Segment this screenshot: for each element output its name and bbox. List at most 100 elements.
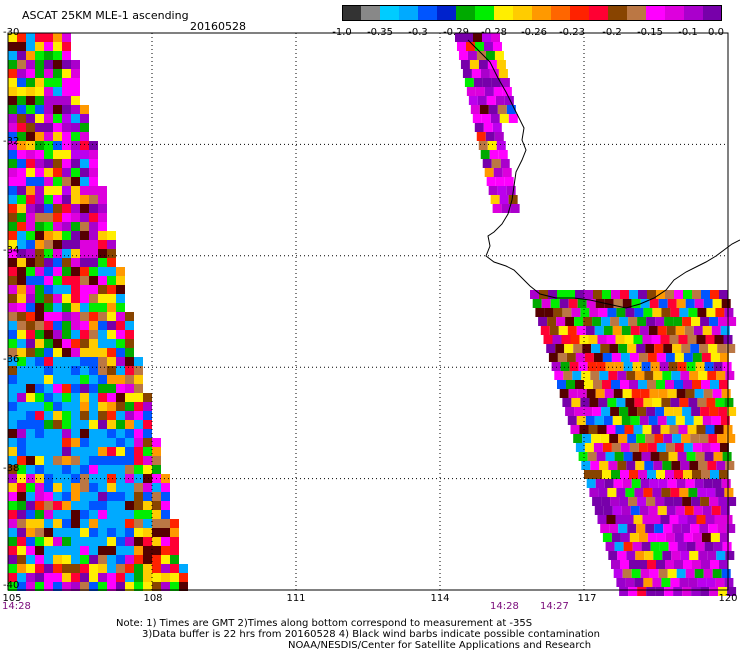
wind-cell	[602, 380, 611, 389]
wind-cell	[26, 582, 35, 591]
wind-cell	[8, 402, 17, 411]
wind-cell	[26, 159, 35, 168]
wind-cell	[62, 375, 71, 384]
wind-cell	[696, 425, 706, 434]
wind-cell	[125, 330, 134, 339]
wind-cell	[71, 474, 80, 483]
wind-cell	[689, 551, 699, 560]
wind-cell	[17, 177, 26, 186]
wind-cell	[44, 159, 53, 168]
wind-cell	[35, 564, 44, 573]
wind-cell	[717, 524, 727, 533]
wind-cell	[724, 488, 734, 497]
wind-cell	[8, 312, 17, 321]
wind-cell	[17, 312, 26, 321]
wind-cell	[134, 375, 143, 384]
wind-cell	[547, 317, 557, 326]
wind-cell	[504, 96, 514, 105]
wind-cell	[476, 132, 486, 141]
wind-cell	[652, 488, 662, 497]
wind-cell	[8, 429, 17, 438]
wind-cell	[116, 456, 125, 465]
wind-cells	[8, 33, 737, 596]
wind-cell	[606, 425, 616, 434]
wind-cell	[8, 132, 17, 141]
wind-cell	[44, 483, 53, 492]
wind-cell	[71, 330, 80, 339]
wind-cell	[26, 60, 35, 69]
wind-cell	[8, 528, 17, 537]
wind-cell	[35, 339, 44, 348]
wind-cell	[634, 398, 644, 407]
wind-cell	[53, 204, 62, 213]
wind-cell	[71, 492, 80, 501]
wind-cell	[638, 560, 647, 569]
wind-cell	[590, 461, 600, 470]
wind-cell	[134, 582, 143, 591]
wind-cell	[44, 582, 53, 591]
wind-cell	[639, 326, 649, 335]
lat-label: -34	[3, 245, 20, 256]
wind-cell	[98, 492, 107, 501]
wind-cell	[478, 141, 488, 150]
wind-cell	[98, 582, 107, 591]
wind-cell	[637, 407, 647, 416]
wind-cell	[688, 398, 698, 407]
wind-cell	[116, 348, 125, 357]
wind-cell	[116, 294, 125, 303]
wind-cell	[674, 533, 684, 542]
wind-cell	[44, 87, 53, 96]
wind-cell	[44, 294, 53, 303]
wind-cell	[71, 555, 80, 564]
scale-swatch	[361, 5, 381, 21]
wind-cell	[125, 348, 134, 357]
wind-cell	[655, 317, 665, 326]
wind-cell	[719, 533, 729, 542]
wind-cell	[116, 510, 125, 519]
wind-cell	[89, 564, 98, 573]
wind-cell	[44, 222, 53, 231]
scale-swatch	[589, 5, 609, 21]
wind-cell	[170, 537, 179, 546]
wind-cell	[722, 362, 732, 371]
wind-cell	[35, 69, 44, 78]
wind-cell	[670, 308, 680, 317]
map-grid	[8, 33, 728, 590]
wind-cell	[62, 384, 71, 393]
wind-cell	[143, 438, 152, 447]
wind-cell	[568, 299, 578, 308]
wind-cell	[152, 510, 161, 519]
scale-swatch	[665, 5, 685, 21]
wind-cell	[143, 564, 152, 573]
wind-cell	[71, 573, 80, 582]
wind-cell	[17, 393, 26, 402]
wind-cell	[53, 276, 62, 285]
wind-cell	[497, 186, 507, 195]
wind-cell	[670, 398, 680, 407]
wind-cell	[89, 528, 98, 537]
wind-cell	[665, 443, 675, 452]
wind-cell	[26, 195, 35, 204]
wind-cell	[53, 438, 62, 447]
wind-cell	[152, 447, 161, 456]
wind-cell	[143, 393, 152, 402]
wind-cell	[703, 569, 713, 578]
wind-cell	[80, 303, 89, 312]
wind-cell	[664, 587, 674, 596]
wind-cell	[650, 542, 660, 551]
wind-cell	[26, 258, 35, 267]
wind-cell	[80, 429, 89, 438]
wind-cell	[628, 497, 638, 506]
wind-cell	[710, 353, 720, 362]
wind-cell	[62, 33, 71, 42]
wind-cell	[661, 398, 671, 407]
wind-cell	[152, 582, 161, 591]
wind-cell	[53, 501, 62, 510]
wind-cell	[125, 537, 134, 546]
wind-cell	[606, 335, 616, 344]
wind-cell	[725, 551, 735, 560]
wind-cell	[591, 434, 601, 443]
wind-cell	[44, 69, 53, 78]
wind-cell	[62, 321, 71, 330]
wind-cell	[26, 132, 35, 141]
